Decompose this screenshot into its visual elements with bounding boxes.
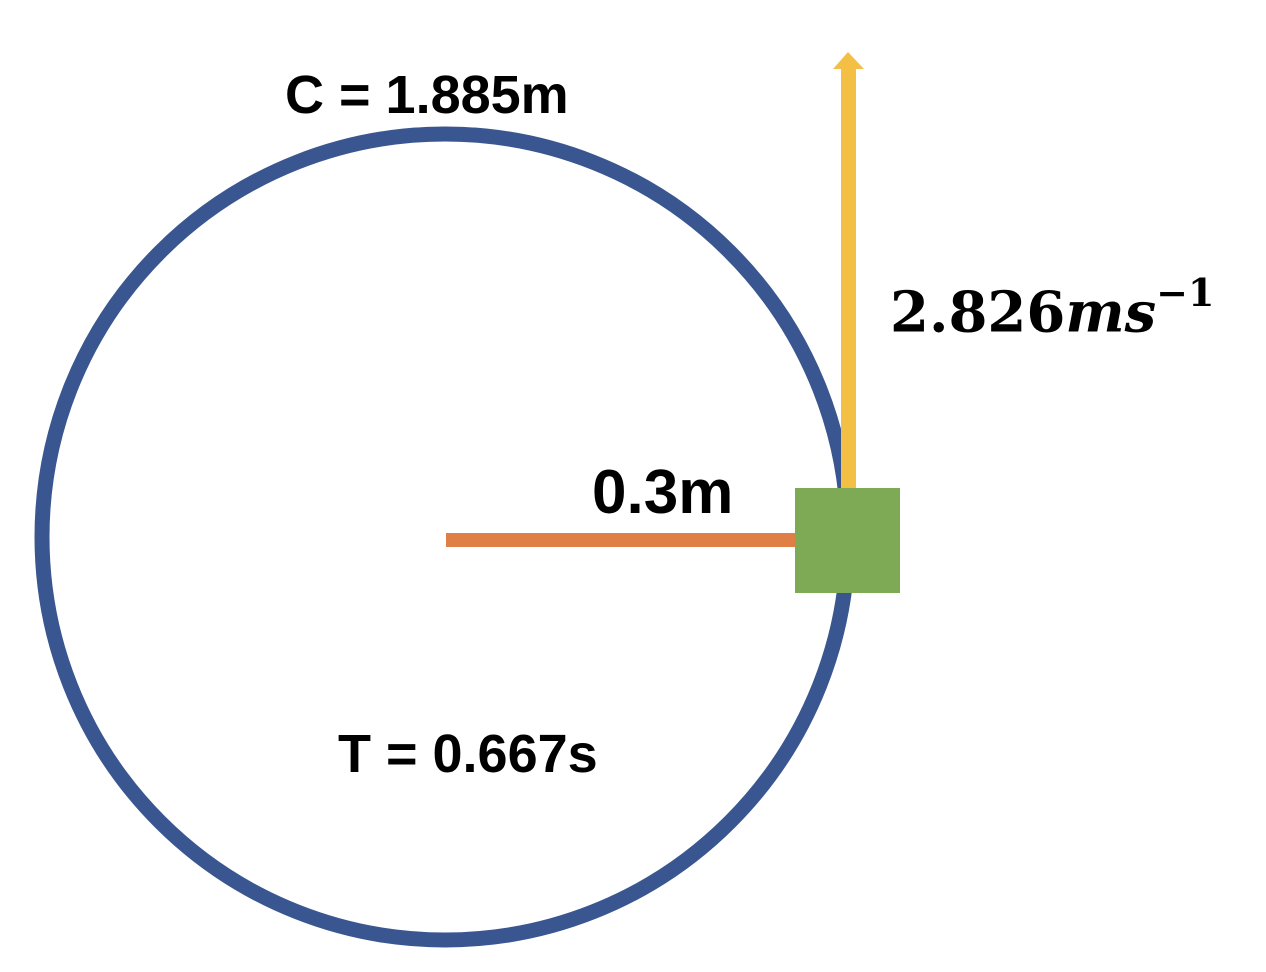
- velocity-unit: ms: [1065, 279, 1157, 346]
- radius-label: 0.3m: [592, 458, 734, 527]
- circumference-label: C = 1.885m: [285, 65, 569, 125]
- velocity-exponent: −1: [1156, 270, 1215, 315]
- mass-block: [795, 488, 900, 593]
- velocity-label: 2.826ms−1: [890, 274, 1214, 341]
- period-label: T = 0.667s: [338, 724, 598, 784]
- velocity-value: 2.826: [890, 279, 1066, 346]
- velocity-arrow-shaft: [841, 66, 856, 491]
- velocity-arrow-head: [833, 52, 864, 69]
